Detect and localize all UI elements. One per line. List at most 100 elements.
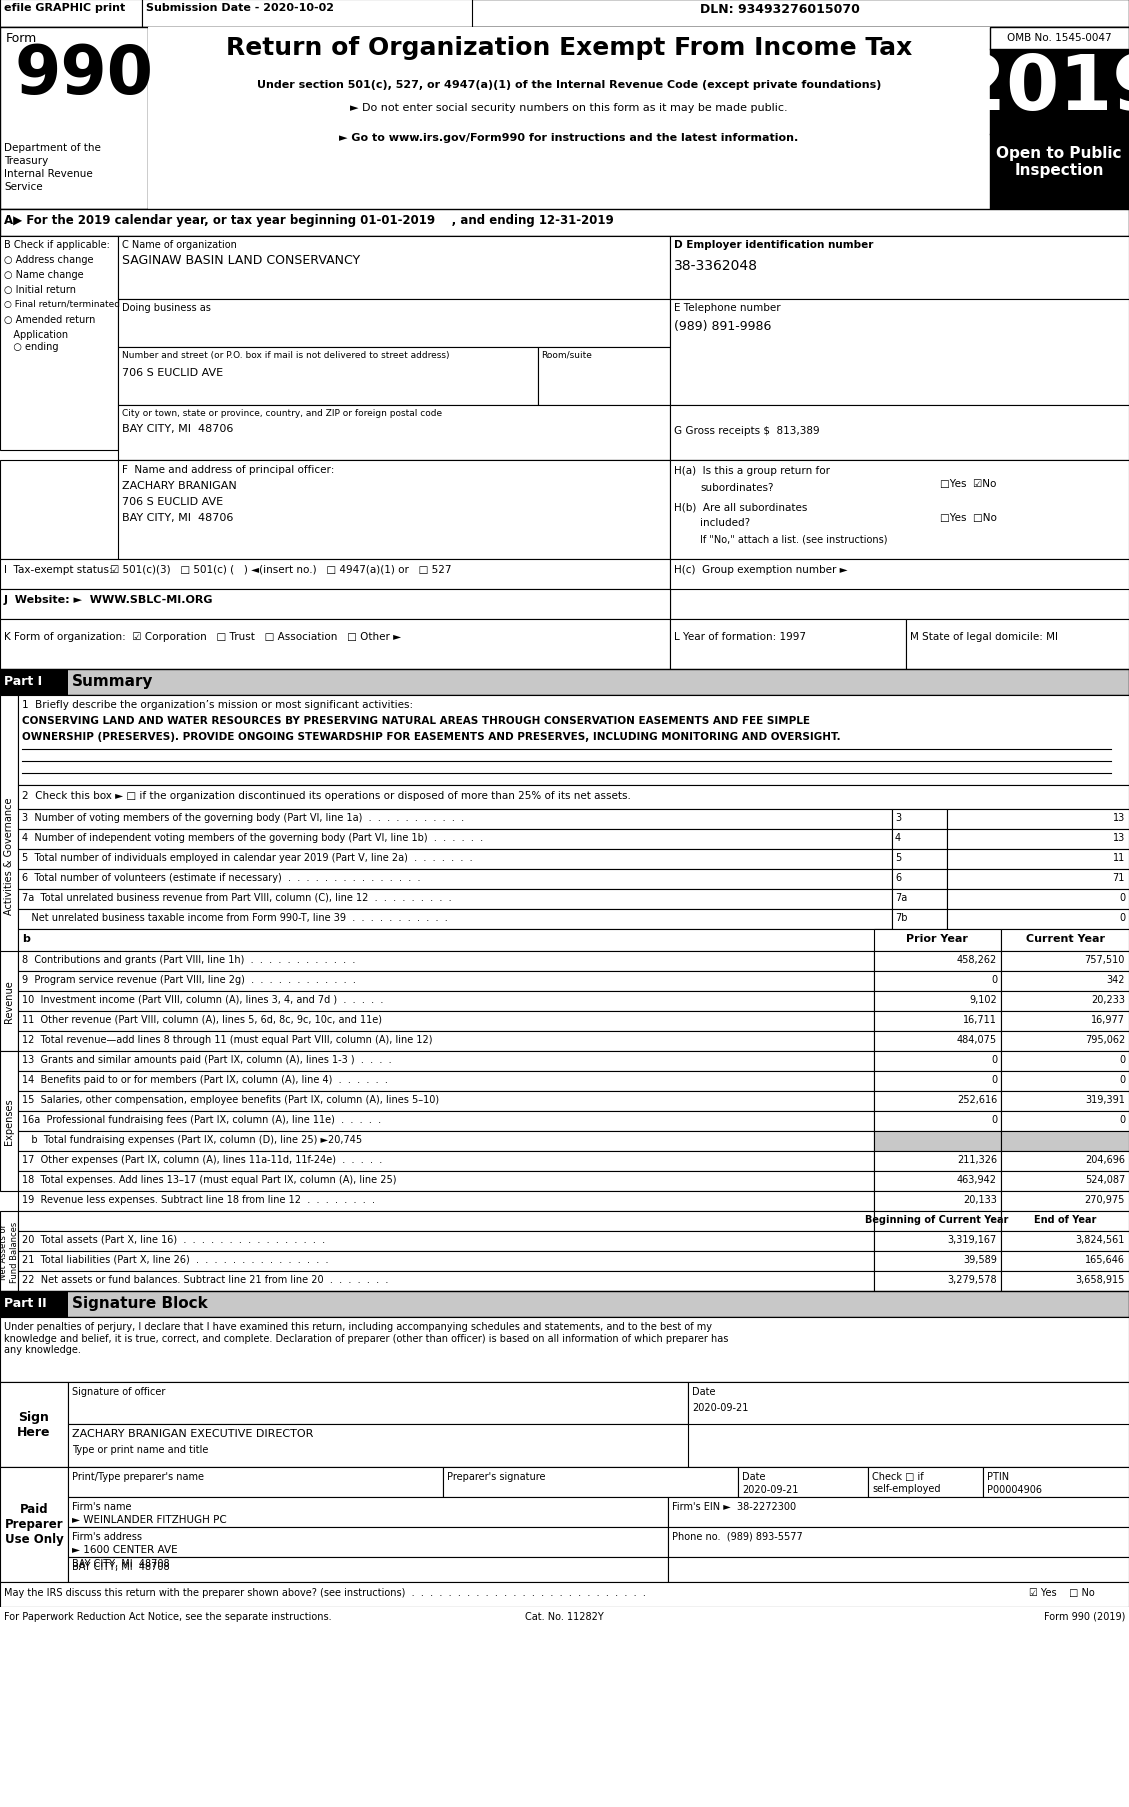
Bar <box>0 1382 1129 1467</box>
Bar <box>18 889 892 909</box>
Text: 0: 0 <box>991 1115 997 1124</box>
Text: Room/suite: Room/suite <box>541 351 592 360</box>
Text: A▶ For the 2019 calendar year, or tax year beginning 01-01-2019    , and ending : A▶ For the 2019 calendar year, or tax ye… <box>5 213 614 228</box>
Bar <box>0 1317 1129 1382</box>
Bar <box>868 1467 983 1498</box>
Bar <box>18 929 892 952</box>
Text: ○ Final return/terminated: ○ Final return/terminated <box>5 300 120 309</box>
Bar <box>874 992 1001 1012</box>
Bar <box>1001 1250 1129 1272</box>
Text: ☑ 501(c)(3)   □ 501(c) (   ) ◄(insert no.)   □ 4947(a)(1) or   □ 527: ☑ 501(c)(3) □ 501(c) ( ) ◄(insert no.) □… <box>110 564 452 575</box>
Text: M State of legal domicile: MI: M State of legal domicile: MI <box>910 632 1058 641</box>
Text: 2  Check this box ► □ if the organization discontinued its operations or dispose: 2 Check this box ► □ if the organization… <box>21 791 631 801</box>
Text: Date: Date <box>742 1471 765 1482</box>
Bar <box>0 210 1129 237</box>
Text: Open to Public
Inspection: Open to Public Inspection <box>996 146 1122 179</box>
Bar <box>1001 1231 1129 1250</box>
Text: 21  Total liabilities (Part X, line 26)  .  .  .  .  .  .  .  .  .  .  .  .  .  : 21 Total liabilities (Part X, line 26) .… <box>21 1254 329 1265</box>
Bar <box>668 1558 1129 1583</box>
Bar <box>1001 952 1129 972</box>
Bar <box>874 1250 1001 1272</box>
Bar <box>990 136 1129 210</box>
Bar <box>18 696 1129 786</box>
Text: 22  Net assets or fund balances. Subtract line 21 from line 20  .  .  .  .  .  .: 22 Net assets or fund balances. Subtract… <box>21 1274 388 1285</box>
Text: Beginning of Current Year: Beginning of Current Year <box>865 1214 1008 1225</box>
Text: L Year of formation: 1997: L Year of formation: 1997 <box>674 632 806 641</box>
Bar <box>0 696 18 1016</box>
Bar <box>18 1012 874 1032</box>
Text: □Yes  □No: □Yes □No <box>940 513 997 522</box>
Bar <box>119 461 669 560</box>
Text: 2020-09-21: 2020-09-21 <box>692 1402 749 1413</box>
Bar <box>0 1467 1129 1583</box>
Text: 11  Other revenue (Part VIII, column (A), lines 5, 6d, 8c, 9c, 10c, and 11e): 11 Other revenue (Part VIII, column (A),… <box>21 1014 382 1025</box>
Text: 211,326: 211,326 <box>957 1155 997 1164</box>
Text: Under penalties of perjury, I declare that I have examined this return, includin: Under penalties of perjury, I declare th… <box>5 1321 728 1355</box>
Text: ○ Amended return: ○ Amended return <box>5 314 95 325</box>
Text: 4: 4 <box>895 833 901 842</box>
Text: ○ Initial return: ○ Initial return <box>5 286 76 295</box>
Bar <box>18 1272 874 1292</box>
Text: D Employer identification number: D Employer identification number <box>674 240 874 249</box>
Bar <box>669 407 1129 461</box>
Text: 757,510: 757,510 <box>1085 954 1124 965</box>
Text: 5: 5 <box>895 853 901 862</box>
Bar <box>1001 1151 1129 1171</box>
Bar <box>0 589 669 620</box>
Bar <box>1001 1091 1129 1111</box>
Text: I  Tax-exempt status:: I Tax-exempt status: <box>5 564 113 575</box>
Bar <box>0 560 669 589</box>
Text: Sign
Here: Sign Here <box>17 1409 51 1438</box>
Bar <box>142 0 472 27</box>
Bar <box>874 952 1001 972</box>
Bar <box>18 909 892 929</box>
Bar <box>18 972 874 992</box>
Text: Activities & Governance: Activities & Governance <box>5 797 14 914</box>
Text: Part II: Part II <box>5 1296 46 1310</box>
Text: Cat. No. 11282Y: Cat. No. 11282Y <box>525 1612 603 1621</box>
Text: ► 1600 CENTER AVE: ► 1600 CENTER AVE <box>72 1545 177 1554</box>
Bar <box>0 1382 68 1467</box>
Text: b  Total fundraising expenses (Part IX, column (D), line 25) ►20,745: b Total fundraising expenses (Part IX, c… <box>21 1135 362 1144</box>
Bar <box>1001 1111 1129 1131</box>
Bar <box>443 1467 738 1498</box>
Text: included?: included? <box>700 519 750 528</box>
Text: 0: 0 <box>1119 1115 1124 1124</box>
Bar <box>1001 992 1129 1012</box>
Text: 165,646: 165,646 <box>1085 1254 1124 1265</box>
Text: 2020-09-21: 2020-09-21 <box>742 1484 798 1494</box>
Text: 19  Revenue less expenses. Subtract line 18 from line 12  .  .  .  .  .  .  .  .: 19 Revenue less expenses. Subtract line … <box>21 1194 375 1203</box>
Text: PTIN: PTIN <box>987 1471 1009 1482</box>
Bar <box>0 27 148 210</box>
Bar <box>874 929 1001 952</box>
Text: 990: 990 <box>14 42 154 108</box>
Bar <box>947 829 1129 849</box>
Bar <box>148 27 990 210</box>
Text: 204,696: 204,696 <box>1085 1155 1124 1164</box>
Text: P00004906: P00004906 <box>987 1484 1042 1494</box>
Bar <box>668 1527 1129 1558</box>
Text: ZACHARY BRANIGAN: ZACHARY BRANIGAN <box>122 481 237 492</box>
Text: 16,711: 16,711 <box>963 1014 997 1025</box>
Bar <box>874 1151 1001 1171</box>
Text: ► WEINLANDER FITZHUGH PC: ► WEINLANDER FITZHUGH PC <box>72 1514 227 1523</box>
Bar <box>905 620 1129 670</box>
Text: 0: 0 <box>991 1055 997 1064</box>
Bar <box>0 1606 1129 1630</box>
Text: 7a  Total unrelated business revenue from Part VIII, column (C), line 12  .  .  : 7a Total unrelated business revenue from… <box>21 893 452 902</box>
Bar <box>18 952 874 972</box>
Text: Signature of officer: Signature of officer <box>72 1386 165 1397</box>
Text: For Paperwork Reduction Act Notice, see the separate instructions.: For Paperwork Reduction Act Notice, see … <box>5 1612 332 1621</box>
Text: 0: 0 <box>1119 1055 1124 1064</box>
Text: Submission Date - 2020-10-02: Submission Date - 2020-10-02 <box>146 4 334 13</box>
Text: Revenue: Revenue <box>5 979 14 1023</box>
Text: 3: 3 <box>895 813 901 822</box>
Bar <box>0 670 68 696</box>
Bar <box>874 1211 1001 1231</box>
Bar <box>669 461 1129 560</box>
Bar <box>947 849 1129 869</box>
Bar <box>0 237 1129 300</box>
Text: 5  Total number of individuals employed in calendar year 2019 (Part V, line 2a) : 5 Total number of individuals employed i… <box>21 853 473 862</box>
Bar <box>0 670 1129 696</box>
Bar <box>0 1292 68 1317</box>
